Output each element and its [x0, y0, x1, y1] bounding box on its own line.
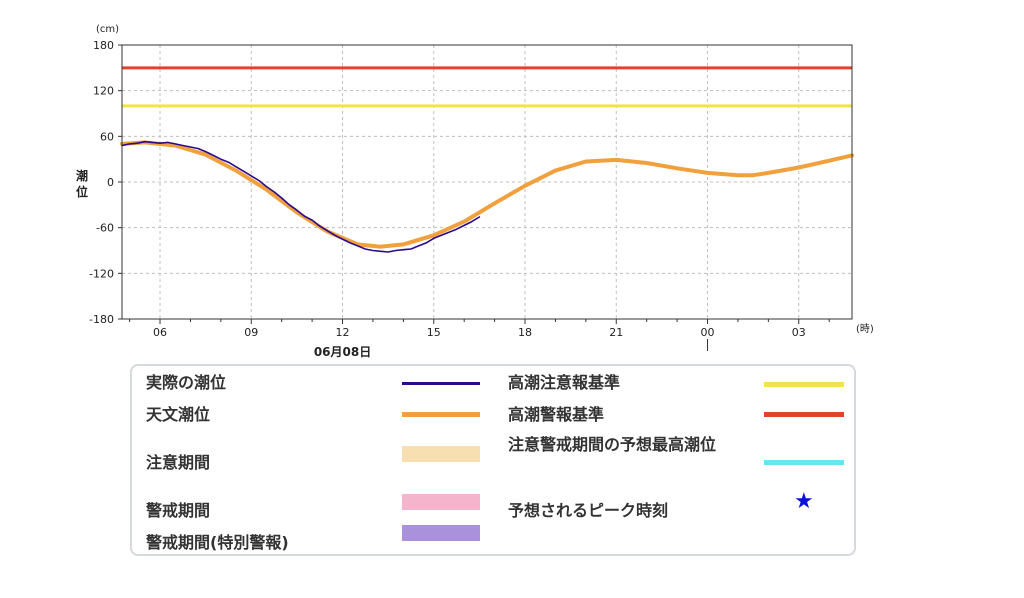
y-tick-label: 0 [107, 176, 114, 189]
x-tick-label: 21 [609, 326, 623, 339]
date-label: 06月08日 [314, 345, 371, 359]
legend: 実際の潮位天文潮位注意期間警戒期間警戒期間(特別警報) 高潮注意報基準 高潮警報基準… [130, 364, 856, 556]
x-tick-label: 15 [427, 326, 441, 339]
x-unit-label: (時) [856, 323, 874, 335]
legend-swatch [402, 412, 480, 417]
threshold-lines [122, 66, 852, 108]
legend-label: 注意期間 [146, 453, 211, 472]
legend-label: 警戒期間 [146, 501, 211, 520]
y-tick-label: -120 [89, 267, 114, 280]
y-tick-label: 60 [100, 130, 114, 143]
x-tick-label: 06 [153, 326, 167, 339]
legend-swatch [402, 446, 480, 462]
legend-label: 高潮警報基準 [508, 405, 605, 424]
legend-swatch [402, 494, 480, 510]
y-axis-label: 潮位 [76, 168, 88, 199]
y-tick-label: 180 [93, 39, 114, 52]
legend-swatch [764, 382, 844, 387]
series-lines [120, 140, 854, 253]
legend-label: 高潮注意報基準 [508, 373, 621, 392]
x-tick-label: 18 [518, 326, 532, 339]
astronomical-tide-line [120, 140, 854, 249]
grid-lines [118, 44, 852, 324]
x-tick-label: 00 [701, 326, 715, 339]
x-tick-label: 12 [336, 326, 350, 339]
legend-label: 注意警戒期間の予想最高潮位 [508, 435, 717, 454]
y-tick-label: -60 [96, 222, 114, 235]
legend-swatch [764, 412, 844, 417]
y-tick-label: -180 [89, 313, 114, 326]
legend-swatch [402, 382, 480, 385]
legend-label: 実際の潮位 [146, 373, 227, 392]
legend-label: 天文潮位 [146, 405, 211, 424]
y-tick-label: 120 [93, 85, 114, 98]
x-tick-labels: 06 09 12 15 18 21 00 03 [153, 326, 806, 339]
plot-frame [121, 44, 853, 320]
observed-tide-line [121, 140, 481, 253]
legend-label: 警戒期間(特別警報) [146, 533, 289, 552]
tide-chart: 180 120 60 0 -60 -120 -180 06 09 12 15 18 21 00 03 (c… [76, 24, 874, 359]
legend-swatch [764, 460, 844, 465]
y-unit-label: (cm) [96, 24, 119, 35]
x-tick-label: 03 [792, 326, 806, 339]
x-tick-label: 09 [244, 326, 258, 339]
legend-label: 予想されるピーク時刻 [508, 501, 669, 520]
y-tick-labels: 180 120 60 0 -60 -120 -180 [89, 39, 114, 326]
legend-swatch [402, 525, 480, 541]
star-icon: ★ [794, 489, 814, 514]
